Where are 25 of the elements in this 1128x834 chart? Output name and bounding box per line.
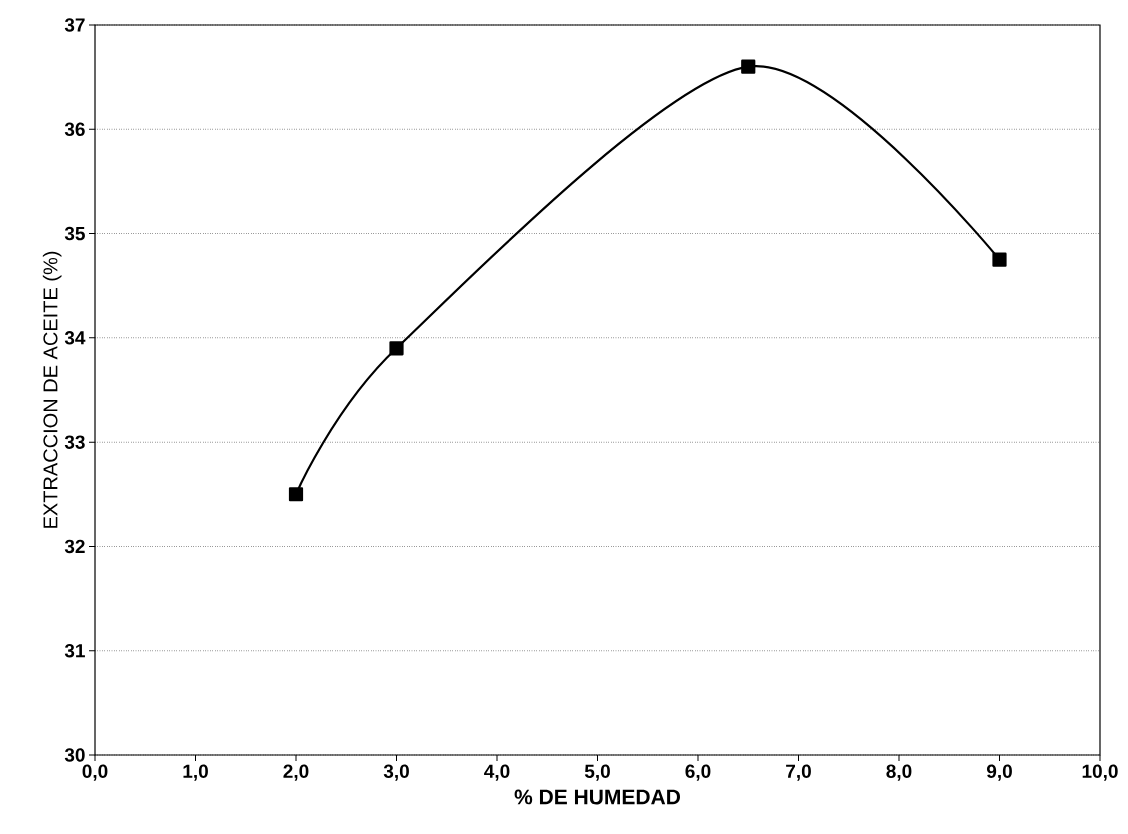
y-tick-label: 31 [64, 643, 85, 658]
y-tick-label: 33 [64, 435, 85, 449]
y-axis-title: EXTRACCION DE ACEITE (%) [42, 251, 62, 528]
x-tick-label: 0,0 [82, 764, 108, 781]
x-tick-label: 4,0 [484, 764, 510, 781]
x-tick-label: 1,0 [183, 764, 208, 781]
y-tick-label: 32 [64, 539, 85, 554]
y-tick-label: 30 [64, 748, 85, 762]
x-tick-label: 8,0 [886, 764, 912, 781]
x-tick-label: 3,0 [383, 764, 409, 781]
x-axis-title: % DE HUMEDAD [514, 789, 680, 805]
point [992, 252, 1007, 267]
x-tick-label: 9,0 [986, 764, 1012, 781]
x-tick-label: 6,0 [685, 764, 711, 781]
x-tick-label: 5,0 [584, 764, 610, 781]
y-tick-label: 34 [64, 331, 86, 345]
x-tick-label: 10,0 [1082, 764, 1118, 781]
point [389, 341, 404, 356]
x-tick-label: 2,0 [283, 764, 309, 781]
y-tick-label: 37 [64, 18, 85, 32]
x-tick-label: 7,0 [786, 764, 811, 781]
point [741, 59, 756, 74]
y-tick-label: 35 [64, 226, 85, 241]
point [288, 487, 304, 502]
y-tick-label: 36 [64, 122, 85, 137]
